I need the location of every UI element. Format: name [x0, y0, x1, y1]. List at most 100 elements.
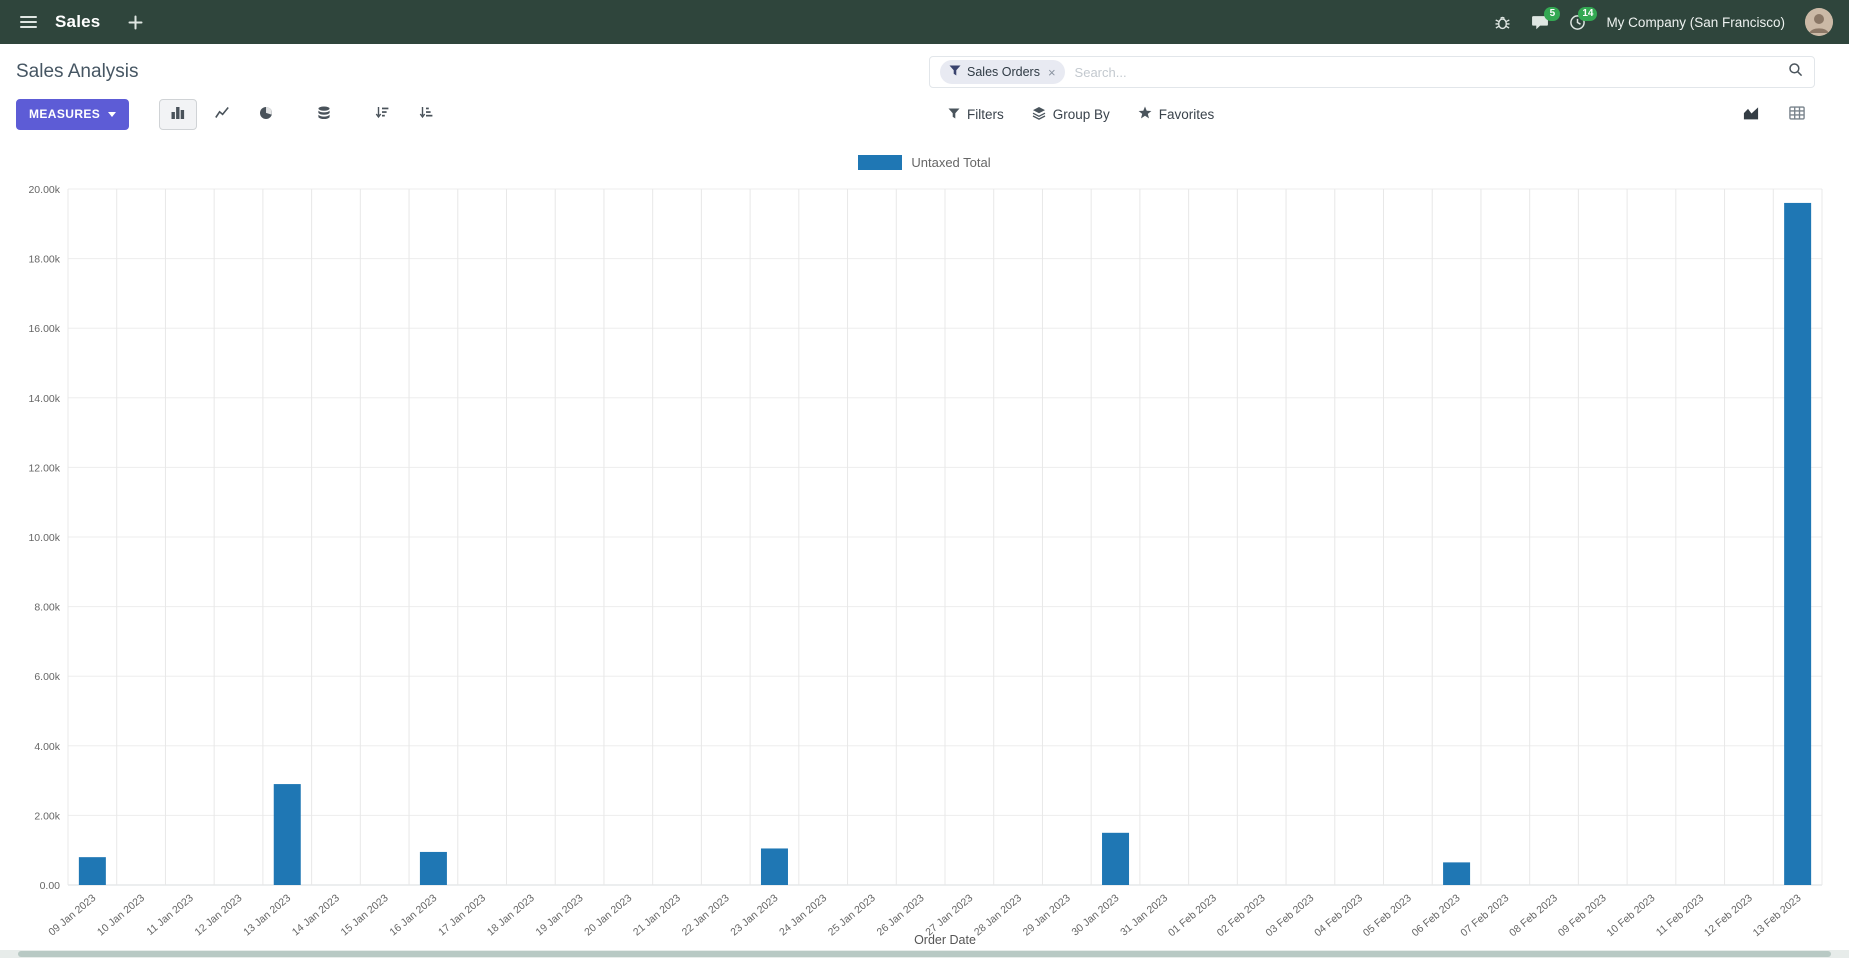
svg-text:0.00: 0.00 — [40, 880, 61, 892]
svg-text:14 Jan 2023: 14 Jan 2023 — [290, 892, 342, 938]
svg-text:6.00k: 6.00k — [34, 671, 60, 683]
favorites-button[interactable]: Favorites — [1138, 106, 1215, 122]
line-chart-icon — [215, 106, 230, 122]
bug-icon[interactable] — [1494, 14, 1511, 31]
svg-text:2.00k: 2.00k — [34, 810, 60, 822]
pivot-view-icon — [1789, 105, 1805, 123]
svg-text:20 Jan 2023: 20 Jan 2023 — [582, 892, 634, 938]
svg-text:26 Jan 2023: 26 Jan 2023 — [875, 892, 927, 938]
svg-text:05 Feb 2023: 05 Feb 2023 — [1361, 892, 1414, 939]
search-icon[interactable] — [1788, 62, 1804, 83]
svg-text:21 Jan 2023: 21 Jan 2023 — [631, 892, 683, 938]
svg-text:19 Jan 2023: 19 Jan 2023 — [534, 892, 586, 938]
facet-remove-button[interactable]: × — [1047, 64, 1056, 80]
filters-label: Filters — [967, 106, 1004, 122]
group-by-label: Group By — [1052, 106, 1110, 122]
group-by-icon — [1032, 106, 1046, 123]
svg-text:22 Jan 2023: 22 Jan 2023 — [680, 892, 732, 938]
svg-text:18 Jan 2023: 18 Jan 2023 — [485, 892, 537, 938]
svg-text:11 Jan 2023: 11 Jan 2023 — [144, 892, 196, 938]
group-by-button[interactable]: Group By — [1032, 106, 1110, 123]
stacked-toggle-button[interactable] — [305, 99, 343, 130]
svg-text:31 Jan 2023: 31 Jan 2023 — [1118, 892, 1170, 938]
graph-view-icon — [1743, 105, 1759, 123]
caret-down-icon — [108, 111, 117, 117]
pivot-view-button[interactable] — [1779, 99, 1815, 130]
svg-text:08 Feb 2023: 08 Feb 2023 — [1507, 892, 1560, 939]
chart-area: Untaxed Total 0.00 2.00k 4.00k 6.00k 8.00k 10… — [0, 136, 1849, 950]
topbar-right: 5 14 My Company (San Francisco) — [1494, 6, 1833, 36]
svg-text:20.00k: 20.00k — [28, 184, 60, 196]
filter-icon — [948, 107, 960, 122]
svg-text:02 Feb 2023: 02 Feb 2023 — [1215, 892, 1268, 939]
svg-text:10 Feb 2023: 10 Feb 2023 — [1605, 892, 1658, 939]
filter-icon — [949, 63, 961, 81]
graph-view-button[interactable] — [1733, 99, 1769, 130]
search-facet[interactable]: Sales Orders × — [940, 60, 1065, 84]
svg-text:10 Jan 2023: 10 Jan 2023 — [95, 892, 147, 938]
company-switcher[interactable]: My Company (San Francisco) — [1606, 14, 1785, 30]
svg-text:09 Feb 2023: 09 Feb 2023 — [1556, 892, 1609, 939]
svg-text:4.00k: 4.00k — [34, 741, 60, 753]
svg-text:18.00k: 18.00k — [28, 254, 60, 266]
activities-icon[interactable]: 14 — [1569, 6, 1598, 31]
sort-descending-icon — [375, 106, 389, 122]
plus-icon[interactable] — [128, 15, 143, 30]
svg-text:11 Feb 2023: 11 Feb 2023 — [1654, 892, 1706, 939]
svg-text:13 Feb 2023: 13 Feb 2023 — [1751, 892, 1804, 939]
favorites-label: Favorites — [1158, 106, 1215, 122]
menu-icon[interactable] — [16, 11, 41, 33]
app-name[interactable]: Sales — [55, 12, 101, 31]
messages-icon[interactable]: 5 — [1531, 6, 1561, 31]
svg-text:06 Feb 2023: 06 Feb 2023 — [1410, 892, 1463, 939]
svg-text:17 Jan 2023: 17 Jan 2023 — [436, 892, 488, 938]
svg-text:12 Jan 2023: 12 Jan 2023 — [192, 892, 244, 938]
search-bar[interactable]: Sales Orders × — [929, 56, 1815, 88]
scrollbar-thumb[interactable] — [18, 951, 1831, 957]
bar-chart-button[interactable] — [159, 98, 198, 130]
search-input[interactable] — [1064, 64, 1788, 80]
search-options: Filters Group By Favorites — [948, 92, 1214, 136]
svg-text:28 Jan 2023: 28 Jan 2023 — [972, 892, 1024, 938]
chart-legend[interactable]: Untaxed Total — [0, 136, 1849, 176]
svg-text:30 Jan 2023: 30 Jan 2023 — [1069, 892, 1121, 938]
svg-text:8.00k: 8.00k — [34, 602, 60, 614]
pie-chart-icon — [259, 106, 273, 123]
svg-text:01 Feb 2023: 01 Feb 2023 — [1166, 892, 1219, 939]
svg-text:25 Jan 2023: 25 Jan 2023 — [826, 892, 878, 938]
control-panel: Sales Analysis Sales Orders × MEASURES — [0, 44, 1849, 136]
svg-text:12 Feb 2023: 12 Feb 2023 — [1702, 892, 1755, 939]
svg-text:07 Feb 2023: 07 Feb 2023 — [1458, 892, 1511, 939]
line-chart-button[interactable] — [203, 99, 241, 130]
measures-label: MEASURES — [29, 107, 101, 121]
avatar[interactable] — [1805, 8, 1833, 36]
svg-text:12.00k: 12.00k — [28, 462, 60, 474]
favorites-icon — [1138, 106, 1152, 122]
legend-color-swatch — [858, 154, 903, 170]
legend-label: Untaxed Total — [911, 154, 991, 170]
svg-text:04 Feb 2023: 04 Feb 2023 — [1312, 892, 1365, 939]
svg-text:23 Jan 2023: 23 Jan 2023 — [728, 892, 780, 938]
chart-toolbar — [159, 98, 445, 130]
view-switcher — [1733, 92, 1815, 136]
svg-text:16.00k: 16.00k — [28, 323, 60, 335]
activities-badge: 14 — [1578, 6, 1598, 21]
sort-descending-button[interactable] — [363, 99, 401, 130]
search-facet-label: Sales Orders — [967, 65, 1040, 79]
svg-text:27 Jan 2023: 27 Jan 2023 — [923, 892, 975, 938]
measures-button[interactable]: MEASURES — [16, 98, 130, 130]
pie-chart-button[interactable] — [247, 99, 285, 130]
horizontal-scrollbar[interactable] — [0, 950, 1849, 958]
topbar: Sales 5 14 My Company (San Francisco) — [0, 0, 1849, 44]
svg-text:13 Jan 2023: 13 Jan 2023 — [241, 892, 293, 938]
svg-text:Order Date: Order Date — [914, 933, 976, 947]
bar-chart-icon — [171, 106, 185, 122]
svg-text:10.00k: 10.00k — [28, 532, 60, 544]
svg-text:16 Jan 2023: 16 Jan 2023 — [387, 892, 439, 938]
sales-analysis-bar-chart[interactable]: 0.00 2.00k 4.00k 6.00k 8.00k 10.00k 12.00k 14.0… — [0, 176, 1849, 950]
messages-badge: 5 — [1544, 6, 1561, 21]
svg-text:29 Jan 2023: 29 Jan 2023 — [1021, 892, 1073, 938]
svg-text:14.00k: 14.00k — [28, 393, 60, 405]
sort-ascending-button[interactable] — [407, 99, 445, 130]
filters-button[interactable]: Filters — [948, 107, 1004, 122]
